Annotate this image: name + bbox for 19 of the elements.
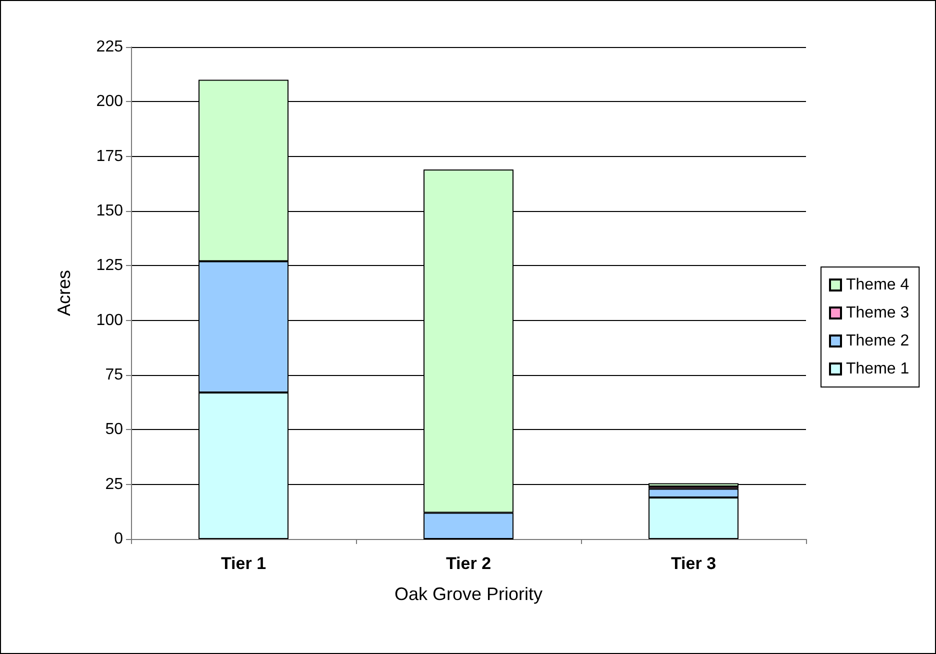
x-tick-label: Tier 1 bbox=[220, 554, 266, 573]
y-tick-label: 100 bbox=[96, 312, 124, 329]
y-tick-label: 50 bbox=[105, 421, 124, 438]
y-tick-label: 125 bbox=[96, 257, 124, 274]
legend-label: Theme 1 bbox=[846, 360, 910, 378]
y-tick-label: 175 bbox=[96, 148, 124, 165]
legend-label: Theme 4 bbox=[846, 276, 910, 294]
y-tick-label: 200 bbox=[96, 93, 124, 110]
legend-label: Theme 3 bbox=[846, 304, 910, 322]
legend-label: Theme 2 bbox=[846, 332, 910, 350]
y-tick-label: 25 bbox=[105, 476, 124, 493]
y-tick-label: 0 bbox=[114, 530, 124, 548]
x-tick-label: Tier 2 bbox=[446, 554, 492, 573]
y-axis-title: Acres bbox=[54, 270, 74, 316]
y-tick-label: 150 bbox=[96, 202, 124, 220]
x-axis-title: Oak Grove Priority bbox=[394, 584, 543, 604]
y-tick-label: 225 bbox=[96, 38, 124, 56]
y-tick-label: 75 bbox=[105, 366, 124, 384]
x-tick-label: Tier 3 bbox=[670, 554, 716, 573]
